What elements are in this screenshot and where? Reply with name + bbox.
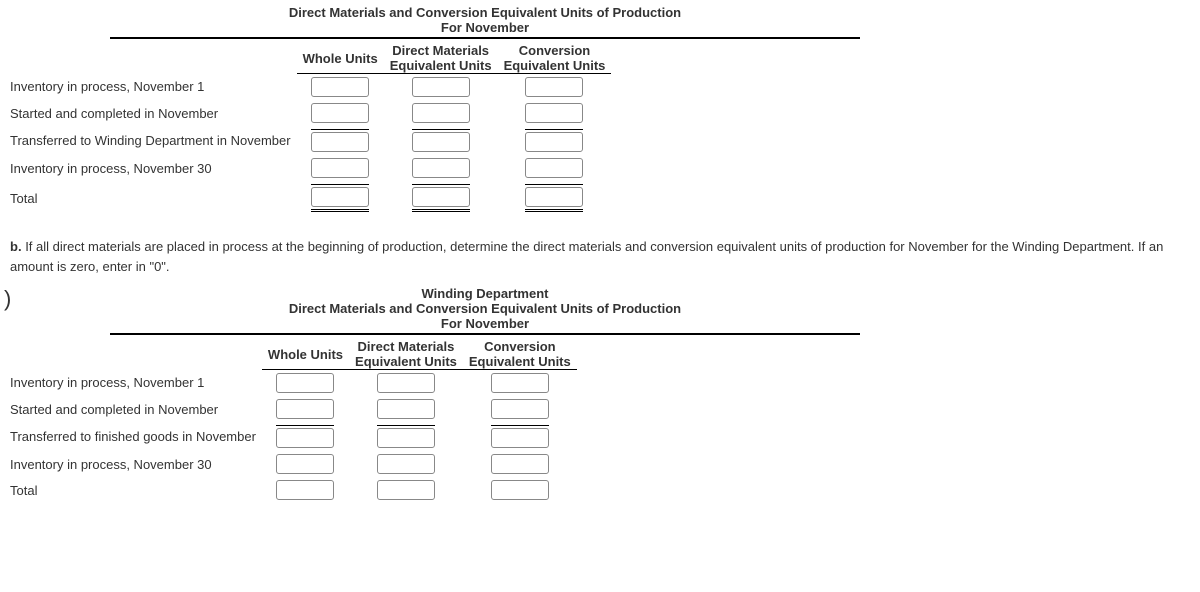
part-b-text: If all direct materials are placed in pr…: [10, 239, 1163, 274]
t1-r2-dm[interactable]: [412, 103, 470, 123]
part-b-question: b. If all direct materials are placed in…: [10, 237, 1190, 276]
row-label: Inventory in process, November 1: [10, 370, 262, 397]
t2-r2-whole[interactable]: [276, 399, 334, 419]
t1-r1-whole[interactable]: [311, 77, 369, 97]
t2-r5-dm[interactable]: [377, 480, 435, 500]
t2-r4-dm[interactable]: [377, 454, 435, 474]
row-label: Transferred to Winding Department in Nov…: [10, 126, 297, 155]
t1-r5-whole[interactable]: [311, 187, 369, 207]
t1-r5-dm[interactable]: [412, 187, 470, 207]
table1-title-line2: For November: [110, 20, 860, 35]
table2-header: Winding Department Direct Materials and …: [110, 286, 860, 335]
row-label: Started and completed in November: [10, 396, 262, 422]
col-whole-units: Whole Units: [297, 43, 384, 74]
row-label: Inventory in process, November 1: [10, 74, 297, 101]
t1-r4-dm[interactable]: [412, 158, 470, 178]
table2-title-line0: Winding Department: [110, 286, 860, 301]
t1-r3-conv[interactable]: [525, 132, 583, 152]
table1-header: Direct Materials and Conversion Equivale…: [110, 5, 860, 39]
t1-r4-whole[interactable]: [311, 158, 369, 178]
t1-r3-whole[interactable]: [311, 132, 369, 152]
col-conv: Conversion Equivalent Units: [498, 43, 612, 74]
row-label: Inventory in process, November 30: [10, 451, 262, 477]
equivalent-units-table-1: Whole Units Direct Materials Equivalent …: [10, 43, 611, 215]
t2-r4-whole[interactable]: [276, 454, 334, 474]
t2-r1-dm[interactable]: [377, 373, 435, 393]
t2-r5-whole[interactable]: [276, 480, 334, 500]
paren-icon: ): [4, 286, 11, 312]
col-dm: Direct Materials Equivalent Units: [349, 339, 463, 370]
row-label: Total: [10, 181, 297, 215]
t2-r3-dm[interactable]: [377, 428, 435, 448]
t1-r1-conv[interactable]: [525, 77, 583, 97]
row-label: Started and completed in November: [10, 100, 297, 126]
col-whole-units: Whole Units: [262, 339, 349, 370]
t2-r4-conv[interactable]: [491, 454, 549, 474]
t2-r5-conv[interactable]: [491, 480, 549, 500]
part-b-prefix: b.: [10, 239, 22, 254]
t2-r2-dm[interactable]: [377, 399, 435, 419]
equivalent-units-table-2: Whole Units Direct Materials Equivalent …: [10, 339, 577, 503]
t2-r1-conv[interactable]: [491, 373, 549, 393]
table2-title-line1: Direct Materials and Conversion Equivale…: [110, 301, 860, 316]
table1-title-line1: Direct Materials and Conversion Equivale…: [110, 5, 860, 20]
table2-title-line2: For November: [110, 316, 860, 331]
t2-r3-whole[interactable]: [276, 428, 334, 448]
t1-r2-whole[interactable]: [311, 103, 369, 123]
t1-r2-conv[interactable]: [525, 103, 583, 123]
t2-r1-whole[interactable]: [276, 373, 334, 393]
t2-r2-conv[interactable]: [491, 399, 549, 419]
t2-r3-conv[interactable]: [491, 428, 549, 448]
t1-r5-conv[interactable]: [525, 187, 583, 207]
t1-r1-dm[interactable]: [412, 77, 470, 97]
row-label: Inventory in process, November 30: [10, 155, 297, 181]
row-label: Total: [10, 477, 262, 503]
t1-r4-conv[interactable]: [525, 158, 583, 178]
col-conv: Conversion Equivalent Units: [463, 339, 577, 370]
row-label: Transferred to finished goods in Novembe…: [10, 422, 262, 451]
col-dm: Direct Materials Equivalent Units: [384, 43, 498, 74]
t1-r3-dm[interactable]: [412, 132, 470, 152]
